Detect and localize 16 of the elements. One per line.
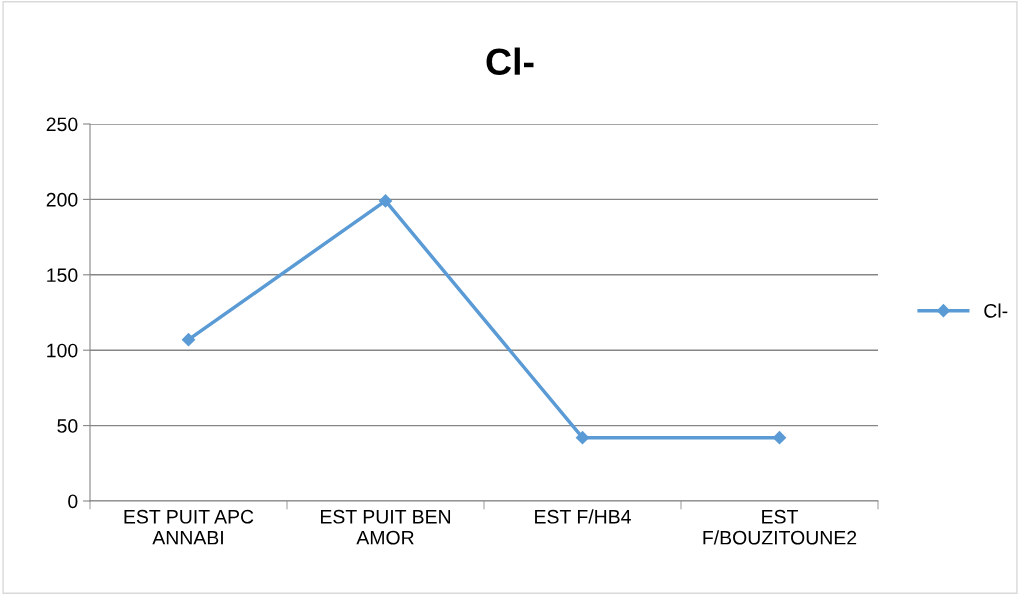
x-tick-label: EST PUIT BEN AMOR [320,509,451,545]
x-tick-label: EST PUIT APC ANNABI [124,509,254,545]
x-tick-label: EST F/HB4 [535,509,631,524]
legend-label: Cl- [984,303,1008,318]
y-tick-label: 200 [46,192,78,207]
point [772,431,787,445]
x-tick-label: EST F/BOUZITOUNE2 [703,509,857,545]
point [575,431,590,445]
y-tick-label: 0 [68,494,78,509]
y-tick-label: 50 [57,419,78,433]
y-tick-label: 100 [47,343,78,358]
point [181,333,196,347]
y-tick-label: 150 [47,268,78,283]
chart-title: Cl- [486,47,534,76]
y-tick-label: 250 [46,117,78,132]
point [378,194,393,208]
